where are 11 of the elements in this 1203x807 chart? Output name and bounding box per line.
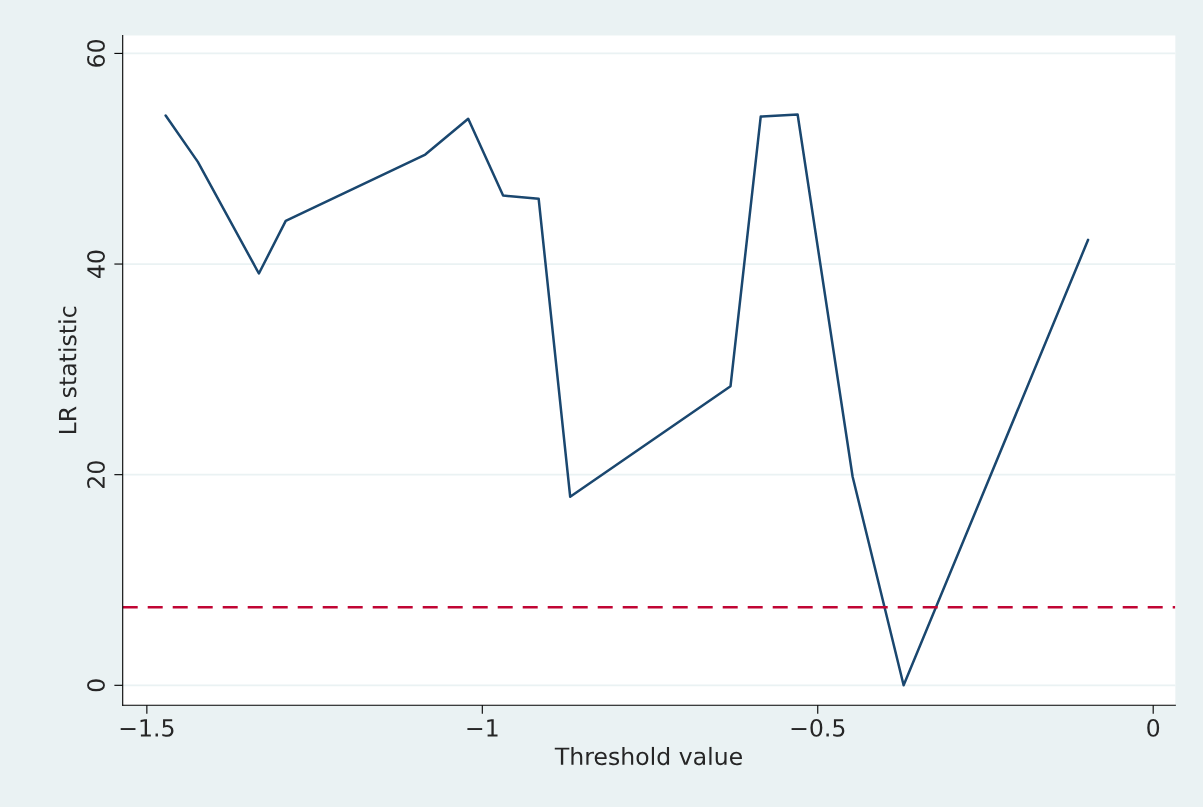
x-tick-label: −1: [467, 719, 498, 737]
y-tick-label: 0: [87, 679, 105, 692]
line-series: [164, 113, 1090, 687]
y-tick-label: 60: [87, 39, 105, 67]
x-axis-title: Threshold value: [554, 746, 742, 766]
y-tick-label: 40: [87, 250, 105, 278]
x-tick-label: −1.5: [120, 719, 174, 737]
x-tick-label: 0: [1147, 718, 1160, 737]
y-tick-label: 20: [87, 461, 105, 488]
y-axis-title: LR statistic: [58, 306, 77, 434]
x-tick-label: −0.5: [791, 718, 845, 737]
